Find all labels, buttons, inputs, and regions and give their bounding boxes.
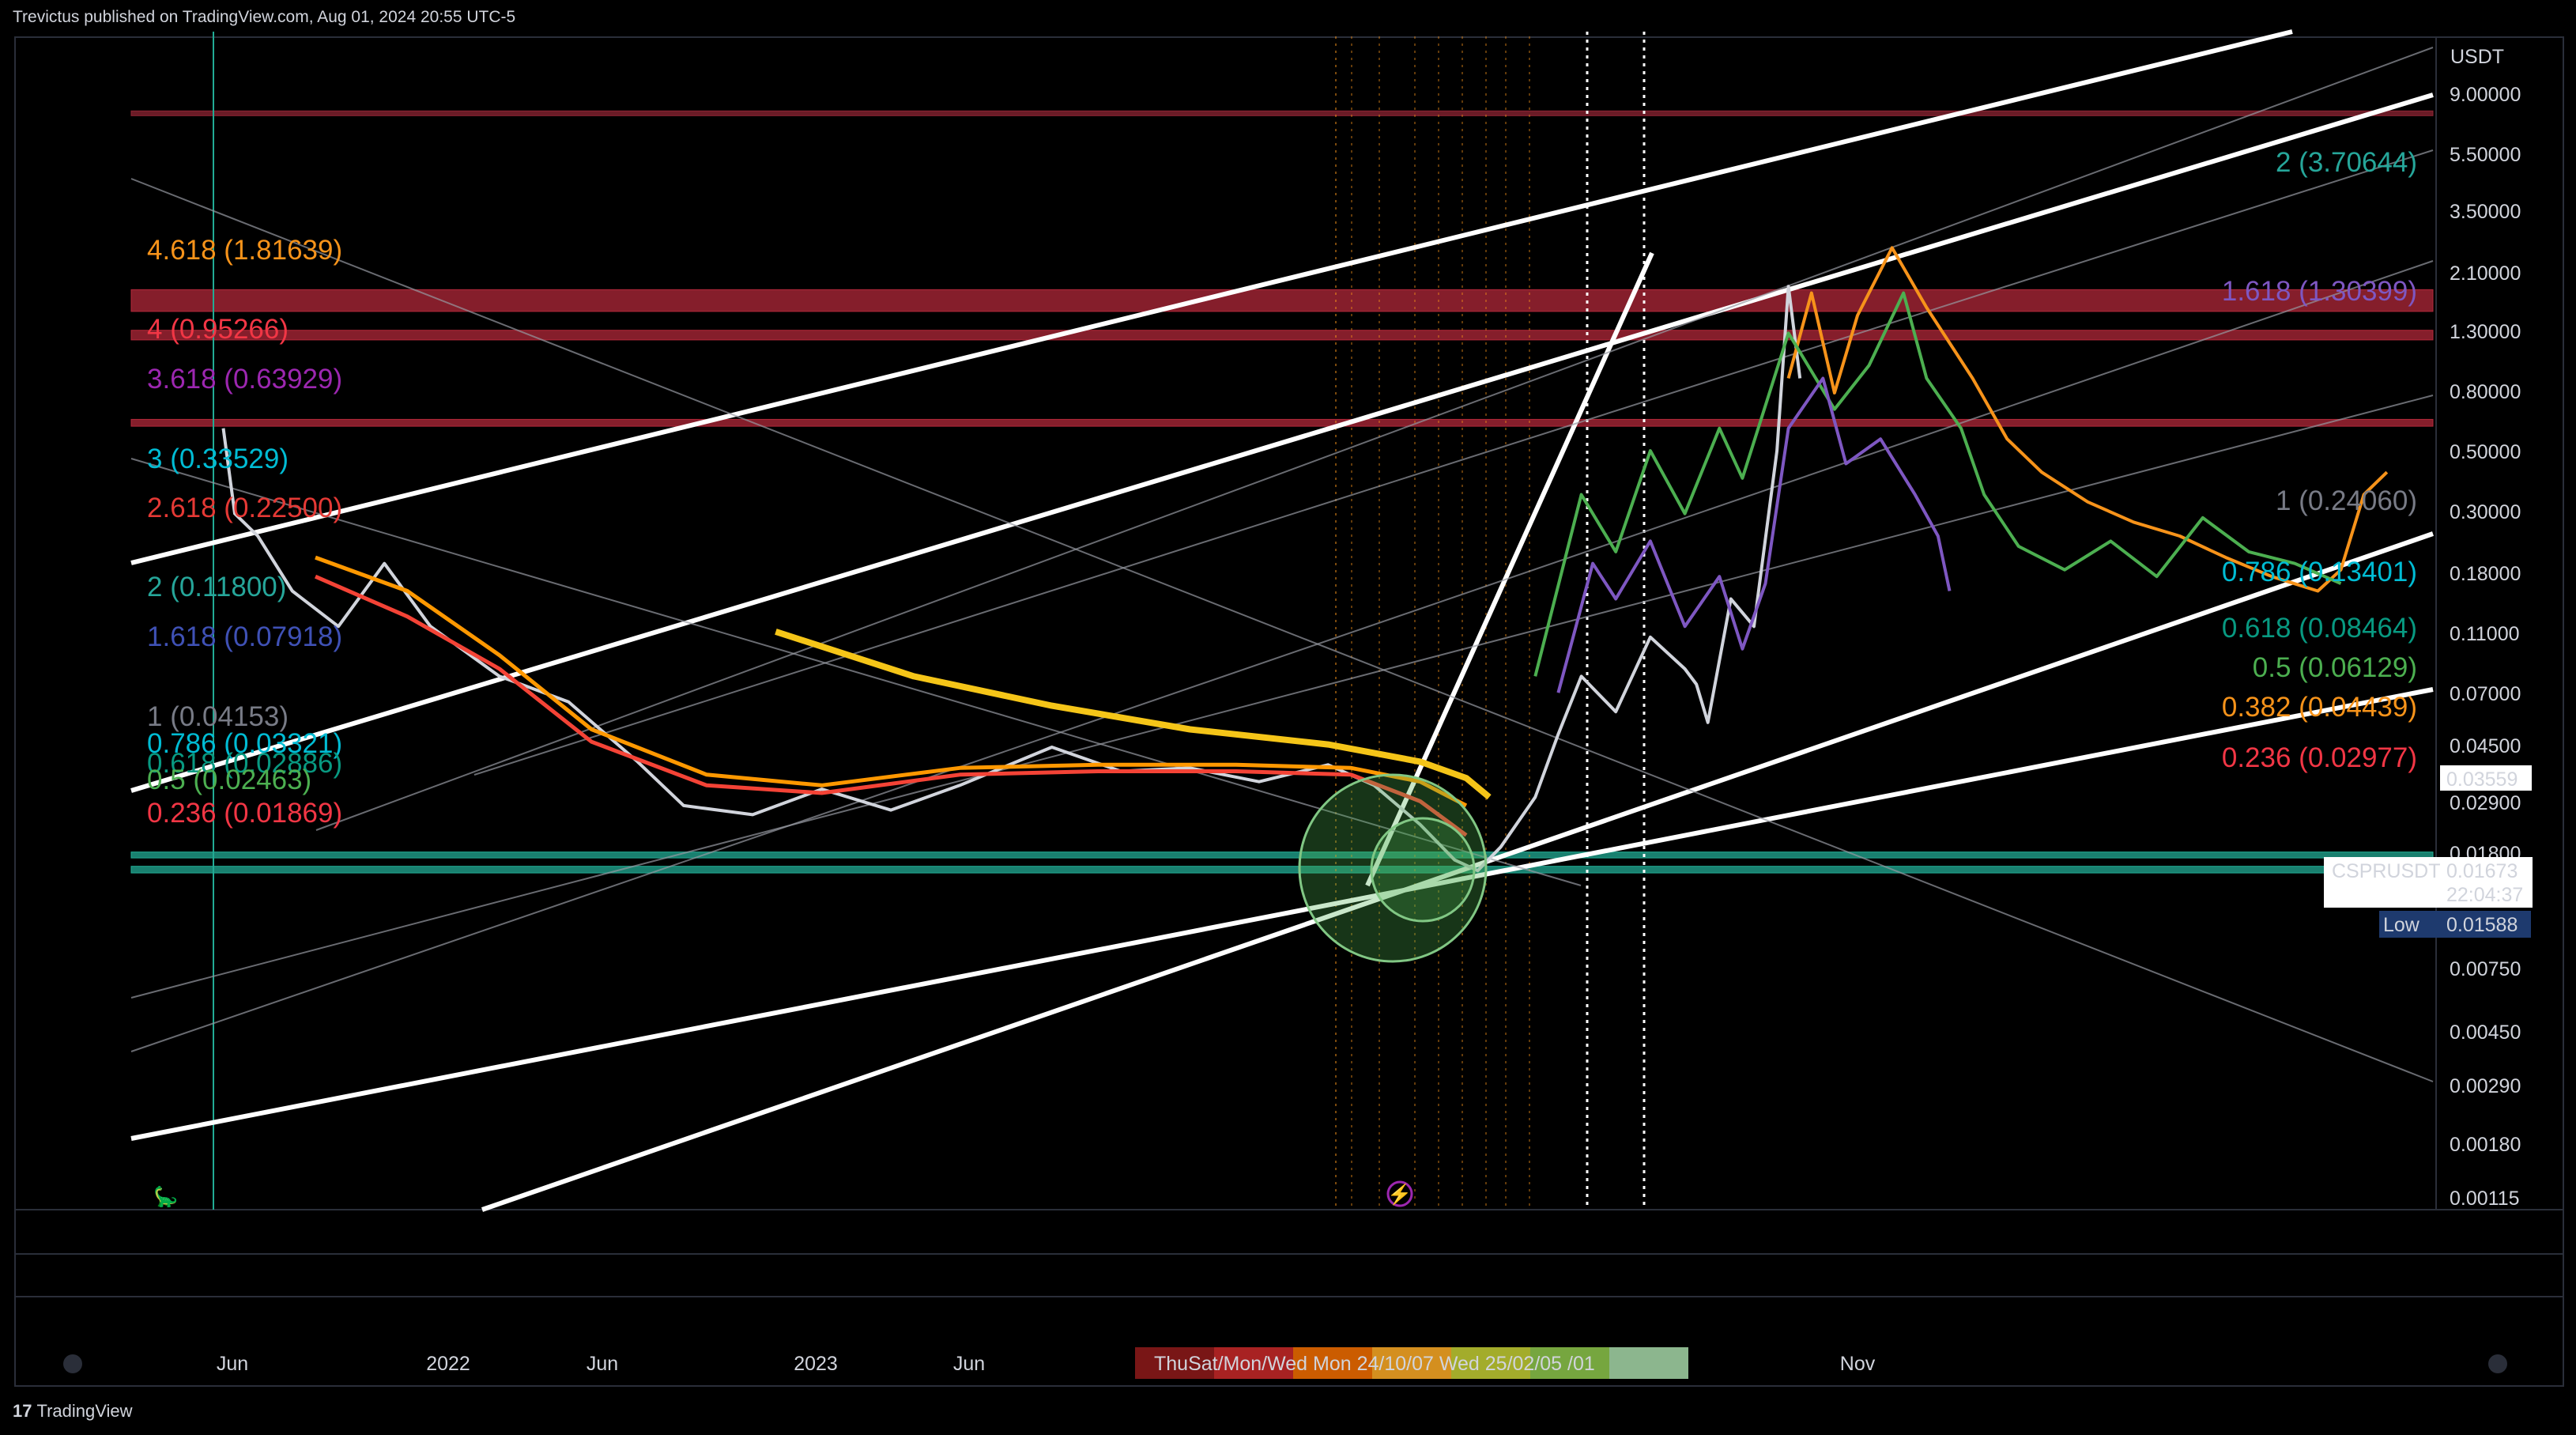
series-line-ma bbox=[315, 555, 1468, 808]
y-tick-label: 9.00000 bbox=[2450, 84, 2521, 106]
fib-label-right: 0.236 (0.02977) bbox=[2222, 742, 2417, 773]
fib-label-left: 4 (0.95266) bbox=[147, 314, 289, 345]
fib-label-right: 2 (3.70644) bbox=[2276, 147, 2417, 178]
fib-label-left: 0.786 (0.03321) bbox=[147, 728, 342, 759]
fib-label-left: 1 (0.04153) bbox=[147, 701, 289, 732]
y-tick-label: 0.80000 bbox=[2450, 381, 2521, 403]
tradingview-logo[interactable]: 17 TradingView bbox=[13, 1401, 133, 1422]
fib-label-left: 1.618 (0.07918) bbox=[147, 621, 342, 652]
date-range-band bbox=[1135, 1347, 1214, 1379]
event-badge[interactable] bbox=[1386, 1180, 1413, 1207]
trend-line-thin bbox=[130, 395, 2434, 999]
fib-label-left: 2.618 (0.22500) bbox=[147, 493, 342, 523]
symbol-price-label: 0.01673 bbox=[2446, 860, 2518, 882]
x-tick-label: 2022 bbox=[426, 1353, 470, 1375]
series-line-ma bbox=[775, 629, 1492, 800]
series-line-overlay bbox=[1786, 246, 2389, 593]
series-line-ma bbox=[315, 574, 1468, 837]
fib-label-left: 0.618 (0.02886) bbox=[147, 748, 342, 779]
x-tick-label: Jun bbox=[217, 1353, 248, 1375]
y-tick-label: 1.30000 bbox=[2450, 321, 2521, 343]
date-range-band bbox=[1372, 1347, 1451, 1379]
date-range-band bbox=[1214, 1347, 1293, 1379]
y-tick-label: 2.10000 bbox=[2450, 262, 2521, 285]
fib-label-right: 0.5 (0.06129) bbox=[2253, 652, 2417, 683]
low-box bbox=[2379, 911, 2531, 938]
trend-line bbox=[130, 29, 2293, 565]
last-price-box bbox=[2440, 765, 2532, 791]
fib-label-right: 0.618 (0.08464) bbox=[2222, 613, 2417, 644]
trend-line bbox=[481, 531, 2434, 1212]
symbol-label: CSPRUSDT bbox=[2332, 860, 2441, 882]
brand-name: TradingView bbox=[36, 1401, 133, 1421]
date-range-band bbox=[1293, 1347, 1372, 1379]
series-line-overlay bbox=[1533, 291, 2342, 677]
fib-label-left: 3 (0.33529) bbox=[147, 444, 289, 474]
tradingview-logo-glyph: 17 bbox=[13, 1401, 32, 1421]
y-tick-label: 0.04500 bbox=[2450, 735, 2521, 757]
fib-label-left: 4.618 (1.81639) bbox=[147, 235, 342, 266]
low-price-label: 0.01588 bbox=[2446, 914, 2518, 936]
price-zone bbox=[130, 852, 2434, 859]
publish-header: Trevictus published on TradingView.com, … bbox=[0, 0, 2576, 36]
price-zone bbox=[130, 289, 2434, 312]
y-tick-label: 0.00115 bbox=[2450, 1188, 2520, 1210]
fib-label-left: 0.5 (0.02463) bbox=[147, 765, 311, 795]
price-zone bbox=[130, 866, 2434, 874]
date-range-band bbox=[1609, 1347, 1688, 1379]
auto-scale-button[interactable] bbox=[2488, 1354, 2507, 1373]
trend-line bbox=[130, 93, 2434, 793]
trend-line-thin bbox=[473, 149, 2434, 776]
y-tick-label: 0.50000 bbox=[2450, 441, 2521, 463]
y-tick-label: 0.00450 bbox=[2450, 1021, 2521, 1044]
x-tick-label: Jun bbox=[953, 1353, 985, 1375]
y-tick-label: 0.00180 bbox=[2450, 1134, 2521, 1156]
x-tick-label: Jun bbox=[586, 1353, 618, 1375]
low-label: Low bbox=[2383, 914, 2420, 936]
chart-frame bbox=[14, 36, 2564, 1387]
countdown-label: 22:04:37 bbox=[2446, 884, 2523, 906]
y-tick-label: 0.02900 bbox=[2450, 792, 2521, 814]
highlight-circle bbox=[1370, 817, 1476, 923]
fib-label-right: 1 (0.24060) bbox=[2276, 485, 2417, 516]
dino-icon: 🦕 bbox=[153, 1185, 178, 1208]
fib-label-right: 0.786 (0.13401) bbox=[2222, 557, 2417, 587]
y-tick-label: 3.50000 bbox=[2450, 201, 2521, 223]
price-zone bbox=[130, 418, 2434, 427]
overlap-date-label: ThuSat/Mon/Wed Mon 24/10/07 Wed 25/02/05… bbox=[1154, 1353, 1595, 1375]
trend-line-thin bbox=[130, 178, 2434, 1082]
fib-label-left: 3.618 (0.63929) bbox=[147, 364, 342, 395]
fib-label-right: 1.618 (1.30399) bbox=[2222, 276, 2417, 307]
series-line-price bbox=[221, 285, 1802, 873]
y-tick-label: 5.50000 bbox=[2450, 144, 2521, 166]
y-tick-label: 0.18000 bbox=[2450, 563, 2521, 585]
fib-label-left: 0.236 (0.01869) bbox=[147, 798, 342, 829]
price-zone bbox=[130, 330, 2434, 341]
y-tick-label: 0.00290 bbox=[2450, 1075, 2521, 1097]
last-price-label: 0.03559 bbox=[2446, 768, 2518, 791]
x-tick-label: Nov bbox=[1840, 1353, 1876, 1375]
x-tick-label: 2023 bbox=[794, 1353, 838, 1375]
y-tick-label: 0.00750 bbox=[2450, 958, 2521, 980]
trend-line-thin bbox=[130, 260, 2434, 1052]
fib-label-right: 0.382 (0.04439) bbox=[2222, 692, 2417, 723]
footer: 17 TradingView bbox=[0, 1392, 2576, 1435]
currency-label: USDT bbox=[2450, 46, 2504, 68]
zoom-button[interactable] bbox=[63, 1354, 82, 1373]
fib-label-left: 2 (0.11800) bbox=[147, 572, 286, 602]
trend-line-thin bbox=[130, 458, 1582, 886]
date-range-band bbox=[1530, 1347, 1609, 1379]
y-tick-label: 0.07000 bbox=[2450, 683, 2521, 705]
series-line-overlay bbox=[1556, 376, 1952, 693]
date-range-band bbox=[1451, 1347, 1530, 1379]
publish-info: Trevictus published on TradingView.com, … bbox=[13, 8, 516, 26]
trend-line bbox=[130, 687, 2434, 1141]
y-tick-label: 0.30000 bbox=[2450, 501, 2521, 523]
price-zone bbox=[130, 110, 2434, 116]
symbol-price-box bbox=[2324, 857, 2533, 908]
y-tick-label: 0.11000 bbox=[2450, 623, 2520, 645]
lightning-icon: ⚡ bbox=[1387, 1183, 1412, 1207]
trend-line-thin bbox=[315, 47, 2434, 831]
